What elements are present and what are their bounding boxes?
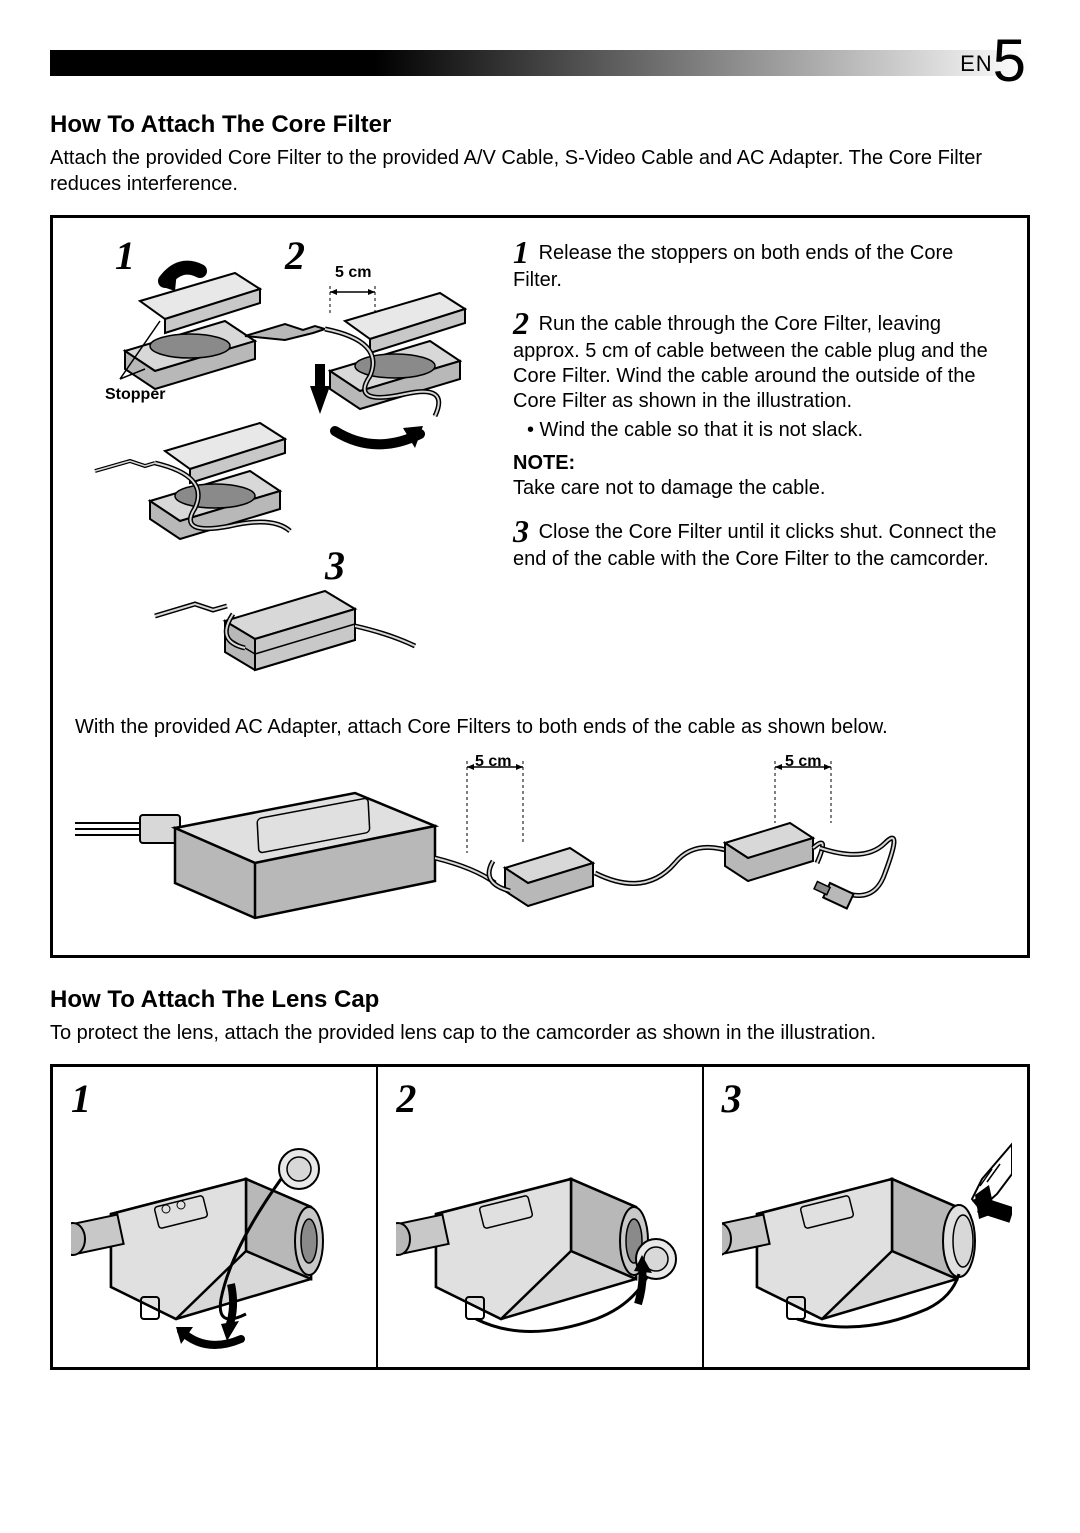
section2-intro: To protect the lens, attach the provided… — [50, 1020, 1030, 1046]
core-filter-panel: 1 2 5 cm Stopper 3 — [50, 215, 1030, 958]
ac-adapter-illustration: 5 cm 5 cm — [75, 753, 1005, 933]
lens-num-3: 3 — [722, 1079, 1017, 1119]
illus-num-3: 3 — [325, 546, 345, 586]
note-label: NOTE: — [513, 451, 1005, 476]
stopper-label: Stopper — [105, 386, 165, 404]
step1-text: Release the stoppers on both ends of the… — [513, 242, 953, 291]
step3-num: 3 — [513, 513, 529, 549]
lens-num-1: 1 — [71, 1079, 366, 1119]
section2-title: How To Attach The Lens Cap — [50, 986, 1030, 1014]
step1-num: 1 — [513, 234, 529, 270]
step3-text: Close the Core Filter until it clicks sh… — [513, 521, 997, 570]
five-cm-right: 5 cm — [785, 753, 821, 771]
step-3: 3 Close the Core Filter until it clicks … — [513, 515, 1005, 572]
section1-intro: Attach the provided Core Filter to the p… — [50, 145, 1030, 197]
lens-cell-2: 2 — [378, 1067, 703, 1367]
ac-adapter-svg — [75, 753, 995, 933]
five-cm-label-1: 5 cm — [335, 264, 371, 282]
note-text: Take care not to damage the cable. — [513, 476, 1005, 501]
lens-cell-1: 1 — [53, 1067, 378, 1367]
lens-svg-2 — [396, 1119, 686, 1359]
page-number: EN5 — [50, 26, 1030, 95]
core-filter-steps-text: 1 Release the stoppers on both ends of t… — [513, 236, 1005, 706]
illus-num-1: 1 — [115, 236, 135, 276]
step-1: 1 Release the stoppers on both ends of t… — [513, 236, 1005, 293]
step2-text: Run the cable through the Core Filter, l… — [513, 313, 988, 412]
lens-svg-1 — [71, 1119, 361, 1359]
lang-prefix: EN — [960, 51, 993, 76]
section1-title: How To Attach The Core Filter — [50, 111, 1030, 139]
lens-num-2: 2 — [396, 1079, 691, 1119]
page-num-digit: 5 — [993, 27, 1026, 94]
manual-page: EN5 How To Attach The Core Filter Attach… — [0, 0, 1080, 1410]
step2-num: 2 — [513, 305, 529, 341]
five-cm-left: 5 cm — [475, 753, 511, 771]
core-filter-svg — [75, 236, 495, 706]
core-filter-illustration: 1 2 5 cm Stopper 3 — [75, 236, 495, 706]
step2-bullet: • Wind the cable so that it is not slack… — [527, 418, 1005, 443]
step-2: 2 Run the cable through the Core Filter,… — [513, 307, 1005, 501]
lens-cell-3: 3 — [704, 1067, 1027, 1367]
lens-cap-panel: 1 — [50, 1064, 1030, 1370]
lens-svg-3 — [722, 1119, 1012, 1359]
ac-adapter-text: With the provided AC Adapter, attach Cor… — [75, 716, 1005, 739]
illus-num-2: 2 — [285, 236, 305, 276]
